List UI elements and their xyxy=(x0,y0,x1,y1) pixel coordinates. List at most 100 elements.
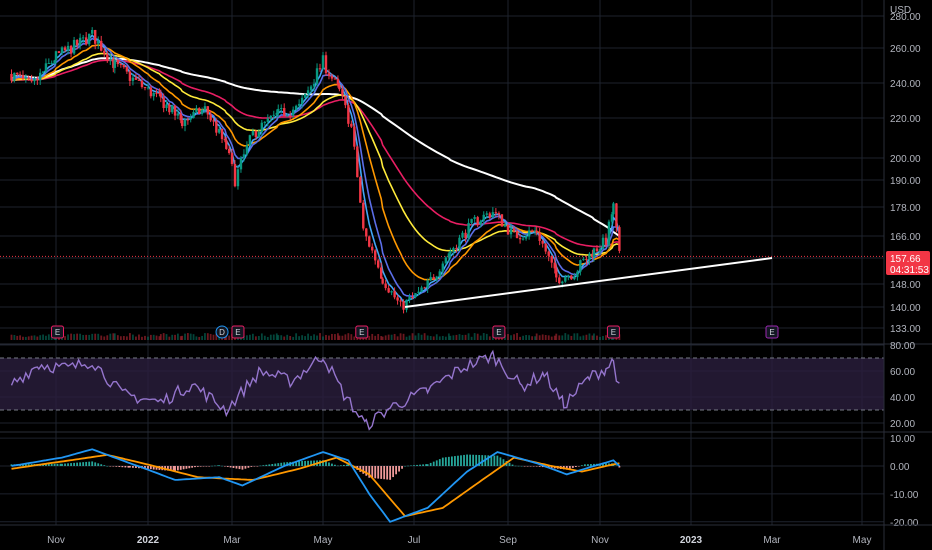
macd-histogram-bar xyxy=(313,460,315,466)
candle-body xyxy=(393,291,396,298)
candle-body xyxy=(140,80,144,88)
candle-body xyxy=(128,71,132,81)
macd-histogram-bar xyxy=(602,463,604,466)
macd-histogram-bar xyxy=(615,465,618,466)
event-badge xyxy=(231,325,245,339)
macd-histogram-bar xyxy=(88,461,91,466)
macd-histogram-bar xyxy=(61,463,63,466)
macd-histogram-bar xyxy=(425,464,428,466)
price-tick-label: 280.00 xyxy=(890,12,921,23)
volume-bar xyxy=(588,333,591,340)
macd-histogram-bar xyxy=(53,463,56,466)
volume-bar xyxy=(585,334,588,340)
macd-histogram-bar xyxy=(221,465,223,467)
macd-histogram-bar xyxy=(587,464,589,466)
candle-body xyxy=(368,236,371,247)
macd-histogram-bar xyxy=(365,466,368,476)
candle-body xyxy=(227,148,231,154)
event-badge-label: E xyxy=(611,328,616,337)
candle-body xyxy=(595,248,599,252)
candle-body xyxy=(183,119,187,127)
macd-histogram-bar xyxy=(121,466,124,468)
candle-body xyxy=(306,90,310,95)
candle-body xyxy=(479,220,482,225)
candle-body xyxy=(376,260,380,268)
support-trendline xyxy=(404,257,773,308)
macd-histogram-bar xyxy=(274,463,277,466)
macd-histogram-bar xyxy=(550,466,553,468)
candle-body xyxy=(449,250,452,254)
macd-histogram-bar xyxy=(271,464,274,466)
macd-histogram-bar xyxy=(392,466,395,478)
volume-bar xyxy=(215,333,218,340)
volume-bar xyxy=(461,334,464,340)
volume-bar xyxy=(341,335,344,340)
volume-bar xyxy=(374,335,377,340)
time-tick-label: 2023 xyxy=(680,535,703,546)
volume-bar xyxy=(452,335,455,340)
macd-histogram-bar xyxy=(395,466,397,475)
trendline[interactable] xyxy=(404,257,773,308)
candle-body xyxy=(533,230,537,232)
volume-bar xyxy=(10,334,13,340)
macd-histogram-bar xyxy=(426,464,429,466)
candle-body xyxy=(186,119,190,121)
macd-histogram-bar xyxy=(100,464,103,466)
macd-histogram-bar xyxy=(581,465,583,466)
candle-body xyxy=(458,237,461,249)
macd-histogram-bar xyxy=(618,466,621,468)
candle-body xyxy=(297,103,301,106)
volume-bar xyxy=(301,335,304,340)
price-tick-label: 178.00 xyxy=(890,203,921,214)
candle-body xyxy=(452,247,455,251)
candle-body xyxy=(242,154,246,159)
volume-bar xyxy=(36,336,39,340)
volume-bar xyxy=(331,333,333,340)
macd-histogram-bar xyxy=(64,463,66,466)
volume-bar xyxy=(482,333,485,340)
volume-bar xyxy=(116,335,119,340)
candle-body xyxy=(168,104,171,113)
volume-bar xyxy=(596,335,598,340)
candle-body xyxy=(113,60,117,68)
volume-bar xyxy=(24,336,27,340)
volume-bar xyxy=(209,333,212,340)
candle-body xyxy=(125,67,129,72)
macd-histogram-bar xyxy=(179,466,182,470)
macd-histogram-bar xyxy=(169,466,172,471)
candle-body xyxy=(476,217,479,225)
candle-body xyxy=(277,108,280,113)
volume-bar xyxy=(516,333,518,340)
volume-bar xyxy=(223,336,226,340)
macd-histogram-bar xyxy=(577,466,580,467)
candle-body xyxy=(39,72,42,81)
candle-body xyxy=(509,228,513,235)
time-axis[interactable]: Nov 2022 Mar May Jul Sep Nov 2023 Mar May xyxy=(0,524,932,546)
macd-histogram-bar xyxy=(347,464,350,466)
macd-histogram-bar xyxy=(144,466,146,469)
macd-panel xyxy=(10,448,621,523)
macd-histogram-bar xyxy=(50,463,53,466)
candle-body xyxy=(192,111,195,118)
macd-histogram-bar xyxy=(202,466,205,467)
macd-histogram-bar xyxy=(247,466,250,468)
candle-body xyxy=(50,62,53,64)
last-price-tag: 157.66 04:31:53 xyxy=(886,251,930,276)
candle-body xyxy=(362,202,365,229)
volume-bar xyxy=(94,333,97,340)
macd-histogram-bar xyxy=(371,466,374,479)
macd-histogram-bar xyxy=(127,466,130,468)
macd-histogram-bar xyxy=(292,461,295,466)
macd-histogram-bar xyxy=(216,465,219,466)
macd-histogram-bar xyxy=(368,466,371,478)
candle-body xyxy=(300,97,304,104)
candle-body xyxy=(426,280,429,289)
macd-histogram-bar xyxy=(112,466,115,467)
macd-histogram-bar xyxy=(256,466,259,467)
candle-body xyxy=(591,253,594,257)
candle-body xyxy=(618,227,621,251)
volume-bar xyxy=(399,333,402,340)
volume-bar xyxy=(249,334,251,340)
